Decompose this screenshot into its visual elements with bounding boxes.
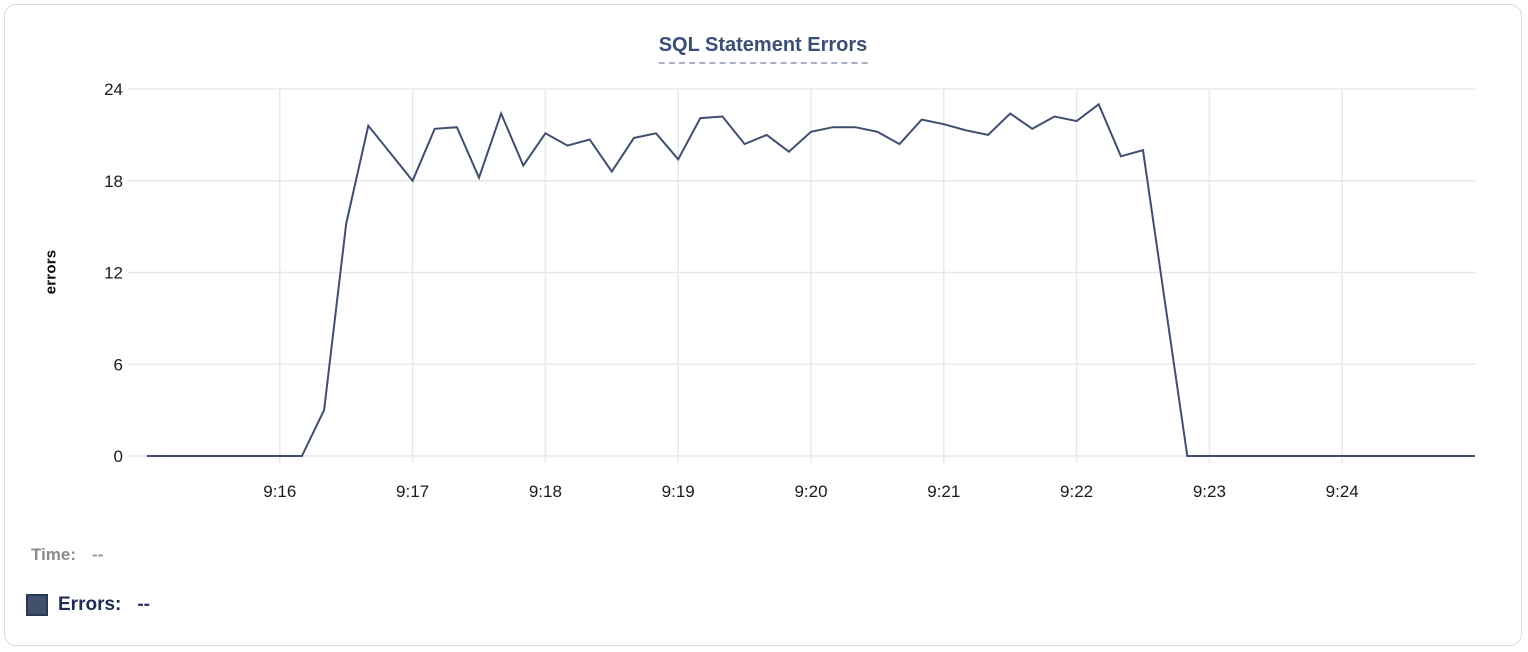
legend-errors-row: Errors: -- <box>26 594 150 616</box>
chart-title[interactable]: SQL Statement Errors <box>658 34 868 64</box>
y-tick-label: 6 <box>114 355 123 374</box>
errors-line-chart[interactable]: 24 18 12 6 0 9:16 9:17 9:18 9:19 9:20 9:21 9:22 9:23… <box>5 5 1522 646</box>
y-tick-label: 24 <box>104 80 123 99</box>
y-tick-label: 12 <box>104 264 123 283</box>
x-tick-label: 9:23 <box>1193 482 1226 501</box>
errors-value: -- <box>137 594 151 615</box>
x-tick-label: 9:24 <box>1326 482 1359 501</box>
y-tick-label: 18 <box>104 172 123 191</box>
chart-card: SQL Statement Errors errors 24 18 12 6 0 9:16… <box>4 4 1522 646</box>
time-value: -- <box>92 545 104 564</box>
y-tick-label: 0 <box>114 447 123 466</box>
x-tick-label: 9:18 <box>529 482 562 501</box>
errors-label: Errors: <box>58 594 122 615</box>
x-tick-label: 9:19 <box>662 482 695 501</box>
x-tick-label: 9:17 <box>396 482 429 501</box>
errors-series-line[interactable] <box>147 102 1475 457</box>
time-label: Time: <box>31 545 77 564</box>
x-tick-label: 9:22 <box>1060 482 1093 501</box>
x-tick-label: 9:21 <box>927 482 960 501</box>
x-tick-label: 9:16 <box>263 482 296 501</box>
tooltip-time-row: Time: -- <box>31 545 103 565</box>
x-tick-label: 9:20 <box>794 482 827 501</box>
errors-series-swatch <box>26 594 48 616</box>
